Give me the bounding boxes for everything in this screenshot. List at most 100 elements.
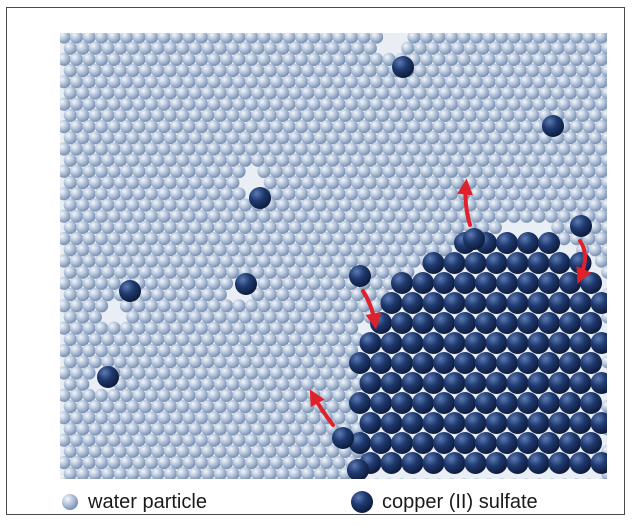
water-particle bbox=[194, 388, 209, 402]
water-particle bbox=[238, 131, 252, 145]
water-particle bbox=[76, 220, 90, 234]
water-particle bbox=[157, 52, 171, 66]
water-particle bbox=[157, 388, 171, 402]
water-particle bbox=[301, 41, 315, 55]
water-particle bbox=[482, 187, 496, 201]
water-particle bbox=[163, 131, 177, 145]
water-particle bbox=[188, 86, 202, 100]
water-particle bbox=[332, 187, 346, 201]
water-particle bbox=[444, 33, 459, 44]
water-particle bbox=[601, 220, 607, 234]
water-particle bbox=[532, 33, 546, 44]
water-particle bbox=[132, 366, 146, 380]
water-particle bbox=[194, 344, 209, 358]
water-particle bbox=[263, 220, 277, 234]
water-particle bbox=[444, 52, 459, 66]
water-particle bbox=[282, 366, 296, 380]
water-particle bbox=[82, 366, 96, 380]
water-particle bbox=[182, 321, 196, 335]
water-particle bbox=[219, 254, 234, 268]
water-particle bbox=[163, 108, 177, 122]
water-particle bbox=[307, 142, 321, 156]
water-particle bbox=[88, 400, 102, 414]
water-particle bbox=[176, 131, 190, 145]
water-particle bbox=[251, 444, 265, 458]
water-particle bbox=[226, 64, 240, 78]
water-particle bbox=[63, 467, 77, 479]
water-particle bbox=[213, 467, 227, 479]
water-particle bbox=[457, 33, 471, 44]
water-particle bbox=[507, 120, 521, 134]
water-particle bbox=[432, 142, 446, 156]
water-particle bbox=[288, 86, 302, 100]
water-particle bbox=[307, 209, 321, 223]
water-particle bbox=[263, 444, 277, 458]
water-particle bbox=[144, 187, 159, 201]
water-particle bbox=[526, 176, 540, 190]
water-particle bbox=[60, 321, 71, 335]
water-particle bbox=[207, 344, 221, 358]
water-particle bbox=[63, 444, 77, 458]
water-particle bbox=[213, 64, 227, 78]
water-particle bbox=[194, 75, 209, 89]
water-particle bbox=[569, 75, 584, 89]
water-particle bbox=[469, 187, 484, 201]
water-particle bbox=[269, 254, 284, 268]
copper-sulfate-particle bbox=[559, 352, 581, 374]
copper-sulfate-particle bbox=[590, 292, 607, 314]
copper-sulfate-particle bbox=[580, 312, 602, 334]
water-particle bbox=[219, 164, 234, 178]
water-particle bbox=[513, 86, 527, 100]
water-particle bbox=[194, 411, 209, 425]
water-particle bbox=[263, 41, 277, 55]
water-particle bbox=[563, 64, 577, 78]
water-particle bbox=[63, 86, 77, 100]
copper-sulfate-particle bbox=[422, 332, 445, 354]
water-particle bbox=[257, 299, 271, 313]
water-particle bbox=[113, 243, 127, 257]
water-particle bbox=[363, 41, 377, 55]
water-particle bbox=[269, 164, 284, 178]
water-particle bbox=[532, 97, 546, 111]
water-particle bbox=[163, 220, 177, 234]
water-particle bbox=[132, 120, 146, 134]
copper-sulfate-particle bbox=[569, 332, 592, 354]
water-particle bbox=[257, 33, 271, 44]
water-particle bbox=[226, 86, 240, 100]
water-particle bbox=[169, 276, 184, 290]
water-particle bbox=[594, 254, 607, 268]
water-particle bbox=[76, 108, 90, 122]
water-particle bbox=[382, 232, 396, 246]
water-particle bbox=[413, 153, 427, 167]
water-particle bbox=[182, 344, 196, 358]
water-particle bbox=[269, 411, 284, 425]
copper-sulfate-particle bbox=[359, 332, 382, 354]
water-particle bbox=[601, 108, 607, 122]
water-particle bbox=[307, 75, 321, 89]
water-particle bbox=[288, 265, 302, 279]
water-particle bbox=[282, 456, 296, 470]
water-particle bbox=[226, 243, 240, 257]
water-particle bbox=[288, 176, 302, 190]
water-particle bbox=[376, 108, 390, 122]
water-particle bbox=[257, 209, 271, 223]
water-particle bbox=[82, 411, 96, 425]
water-particle bbox=[319, 142, 334, 156]
water-particle bbox=[76, 265, 90, 279]
water-particle bbox=[151, 153, 165, 167]
water-particle bbox=[213, 220, 227, 234]
water-particle bbox=[63, 64, 77, 78]
water-particle bbox=[282, 254, 296, 268]
water-particle bbox=[176, 86, 190, 100]
water-particle bbox=[401, 176, 415, 190]
water-particle bbox=[288, 310, 302, 324]
water-particle bbox=[188, 108, 202, 122]
water-particle bbox=[494, 142, 509, 156]
water-particle bbox=[94, 254, 109, 268]
water-particle bbox=[276, 108, 290, 122]
water-particle bbox=[588, 41, 602, 55]
water-particle bbox=[207, 299, 221, 313]
water-particle bbox=[282, 52, 296, 66]
water-particle bbox=[113, 467, 127, 479]
copper-sulfate-particle bbox=[443, 252, 466, 274]
